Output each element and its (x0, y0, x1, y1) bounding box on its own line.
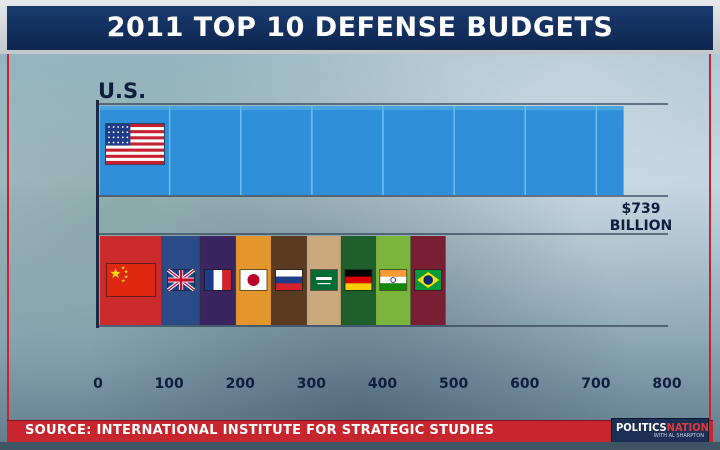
us-label: U.S. (98, 79, 146, 103)
saudi-flag (309, 269, 338, 291)
japan-flag (239, 269, 268, 291)
russia-flag (275, 269, 304, 291)
source-bar: SOURCE: INTERNATIONAL INSTITUTE FOR STRA… (7, 418, 713, 444)
brazil-flag (414, 269, 443, 291)
chart-frame (7, 54, 711, 422)
logo-text-b: NATION (666, 421, 709, 434)
china-flag (105, 263, 156, 297)
x-tick-label: 100 (155, 376, 184, 392)
logo-text-a: POLITICS (616, 421, 667, 434)
x-tick-label: 800 (652, 376, 681, 392)
x-tick-label: 500 (439, 376, 468, 392)
uk-flag (166, 268, 196, 292)
source-text: SOURCE: INTERNATIONAL INSTITUTE FOR STRA… (25, 423, 495, 438)
bar-us-highlight (100, 106, 624, 110)
y-axis (96, 100, 99, 328)
logo-subtext: WITH AL SHARPTON (653, 433, 704, 439)
x-tick-label: 400 (368, 376, 397, 392)
india-flag (379, 269, 408, 291)
value-label-dollars: $739 (622, 201, 661, 217)
x-tick-label: 200 (226, 376, 255, 392)
title-bar: 2011 TOP 10 DEFENSE BUDGETS (0, 0, 720, 54)
x-tick-label: 600 (510, 376, 539, 392)
bar-us (100, 106, 624, 195)
bottom-strip (0, 442, 720, 450)
x-tick-label: 700 (581, 376, 610, 392)
us-flag (105, 123, 165, 165)
network-logo: POLITICSNATION WITH AL SHARPTON (611, 418, 709, 444)
x-tick-label: 0 (93, 376, 103, 392)
germany-flag (344, 269, 373, 291)
value-label-unit: BILLION (610, 218, 673, 234)
x-tick-label: 300 (297, 376, 326, 392)
page-title: 2011 TOP 10 DEFENSE BUDGETS (7, 6, 713, 50)
logo-text: POLITICSNATION (616, 421, 709, 434)
france-flag (203, 269, 232, 291)
